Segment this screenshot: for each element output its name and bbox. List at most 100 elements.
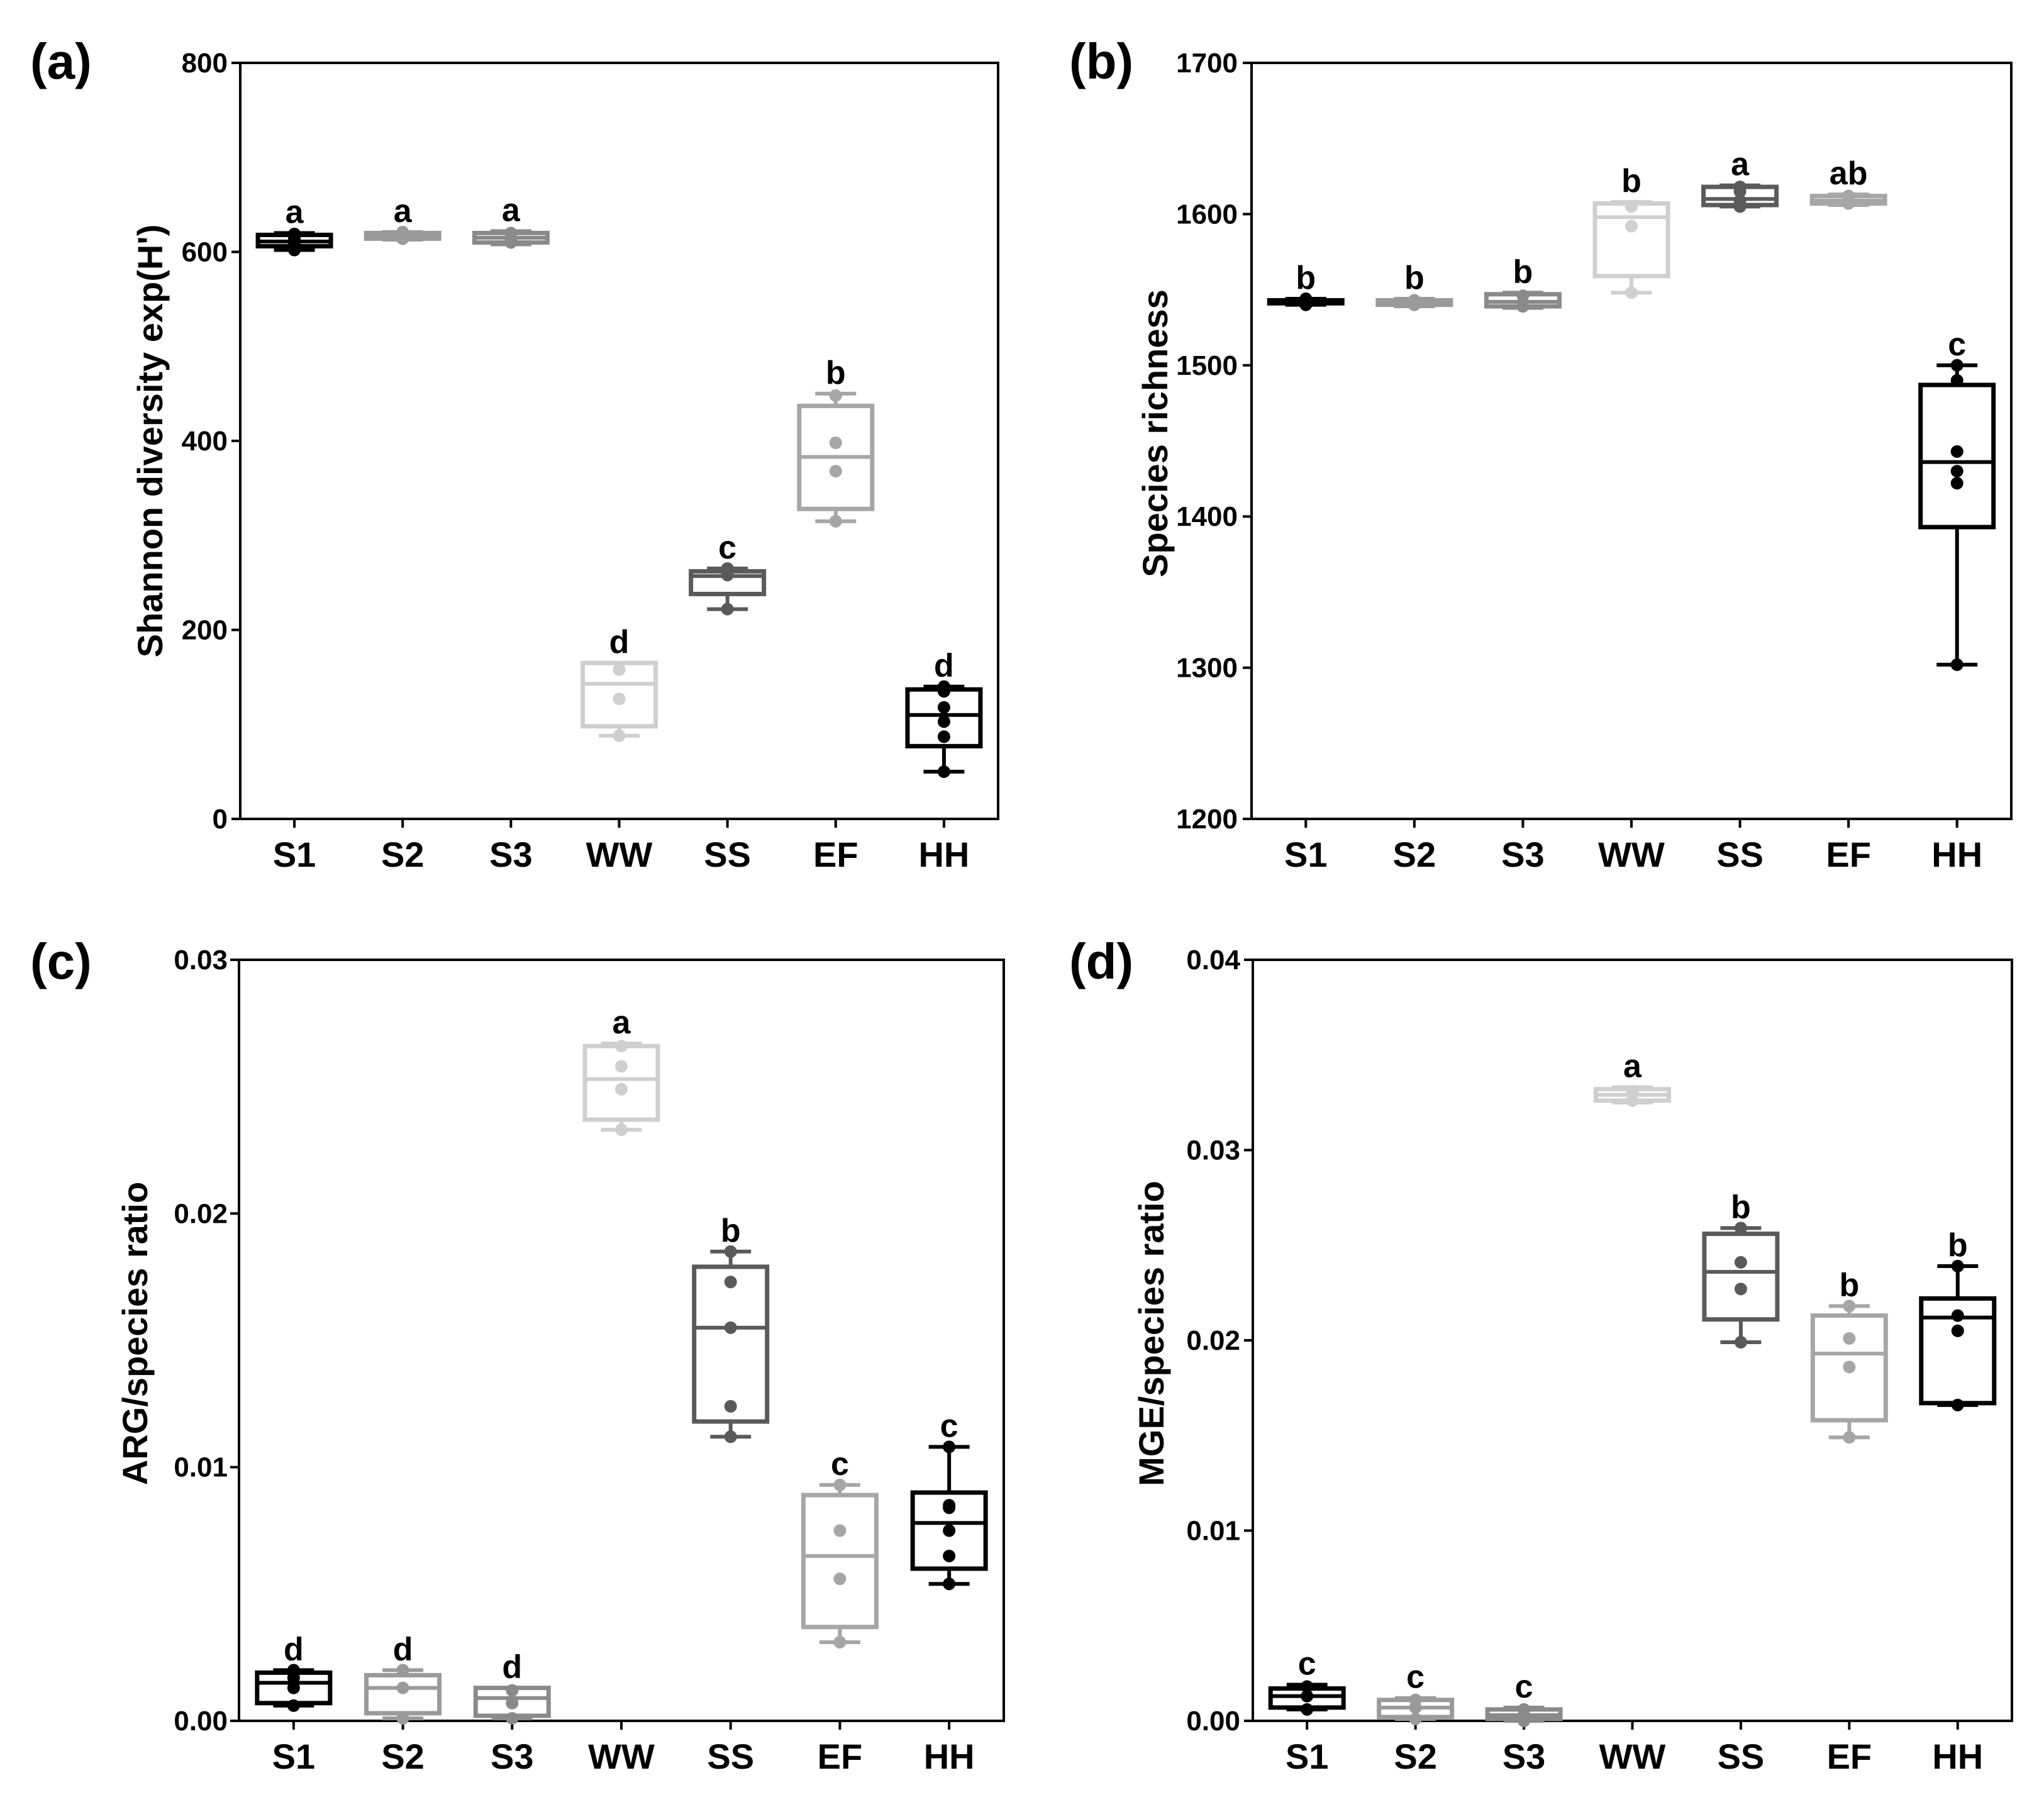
significance-label: d <box>502 1649 522 1686</box>
box-s1: c <box>1268 1646 1346 1716</box>
data-point <box>396 1711 409 1725</box>
y-tick-label: 0.01 <box>1186 1516 1240 1547</box>
y-tick-label: 0.00 <box>174 1706 228 1737</box>
data-point <box>1733 181 1747 194</box>
x-tick-label: S3 <box>1502 1737 1546 1776</box>
y-axis-title-b: Species richness <box>1135 289 1175 577</box>
data-point <box>829 389 842 402</box>
significance-label: c <box>1515 1669 1533 1705</box>
boxes-c: d d d a b c c <box>255 1004 988 1725</box>
x-tick-label: S2 <box>381 1737 425 1776</box>
data-point <box>829 437 842 450</box>
data-point <box>1626 1084 1639 1098</box>
panel-label-b: (b) <box>1069 33 1133 89</box>
data-point <box>1950 445 1963 458</box>
data-point <box>396 1681 409 1694</box>
x-tick-label: SS <box>1718 1737 1765 1776</box>
x-tick-label: S3 <box>489 835 533 874</box>
data-point <box>937 680 950 693</box>
significance-label: c <box>1406 1659 1425 1696</box>
significance-label: b <box>1621 163 1641 199</box>
data-point <box>1733 194 1747 207</box>
x-tick-label: S2 <box>381 835 425 874</box>
x-tick-label: S3 <box>491 1737 534 1776</box>
box-ef: c <box>801 1446 879 1649</box>
data-point <box>1625 286 1638 299</box>
x-tick-label: S1 <box>273 835 316 874</box>
data-point <box>288 227 301 240</box>
box-ss: b <box>692 1213 770 1443</box>
y-tick-label: 1300 <box>1176 653 1238 684</box>
box-iqr <box>692 1264 770 1424</box>
significance-label: a <box>394 193 413 230</box>
data-point <box>1950 658 1963 671</box>
data-point <box>829 465 842 478</box>
x-tick-label: EF <box>1827 1737 1872 1776</box>
y-tick-label: 0.00 <box>1186 1706 1240 1737</box>
box-s1: d <box>255 1631 333 1712</box>
y-axis-title-c: ARG/species ratio <box>115 1182 155 1485</box>
x-tick-label: HH <box>1932 1737 1983 1776</box>
box-hh: c <box>1918 326 1996 671</box>
box-ss: a <box>1701 147 1779 213</box>
box-iqr <box>1592 201 1670 279</box>
data-point <box>1408 294 1421 307</box>
box-iqr <box>801 1493 879 1630</box>
x-tick-label: EF <box>1826 835 1871 874</box>
significance-label: c <box>831 1446 849 1482</box>
data-point <box>613 663 626 676</box>
significance-label: d <box>393 1631 413 1667</box>
x-tick-label: WW <box>586 835 653 874</box>
x-tick-label: SS <box>704 835 751 874</box>
data-point <box>1299 292 1313 306</box>
data-point <box>1951 1398 1964 1411</box>
x-tick-label: S1 <box>272 1737 316 1776</box>
significance-label: b <box>826 355 846 391</box>
significance-label: c <box>718 530 736 566</box>
significance-label: b <box>1513 253 1533 290</box>
data-point <box>1734 1282 1747 1296</box>
data-point <box>724 1321 737 1334</box>
box-ss: c <box>689 530 767 616</box>
data-point <box>506 1696 519 1710</box>
data-point <box>615 1060 628 1073</box>
box-iqr <box>1702 1232 1780 1322</box>
data-point <box>1950 374 1963 387</box>
panel-label-d: (d) <box>1069 933 1133 989</box>
significance-label: a <box>613 1004 631 1041</box>
data-point <box>937 765 950 778</box>
data-point <box>1951 1260 1964 1273</box>
data-point <box>937 715 950 728</box>
significance-label: c <box>1948 326 1966 363</box>
data-point <box>1842 189 1855 203</box>
box-hh: b <box>1919 1227 1997 1411</box>
y-tick-label: 0.01 <box>174 1452 228 1483</box>
y-tick-label: 1500 <box>1176 350 1238 381</box>
y-tick-label: 0.03 <box>1186 1135 1240 1166</box>
x-ticks-b: S1 S2 S3 WW SS EF HH <box>1284 819 1982 874</box>
x-tick-label: WW <box>588 1737 655 1776</box>
data-point <box>724 1399 737 1413</box>
data-point <box>724 1276 737 1289</box>
data-point <box>833 1524 847 1537</box>
box-s3: d <box>473 1649 551 1725</box>
data-point <box>287 1699 300 1712</box>
y-tick-label: 0.02 <box>1186 1325 1240 1356</box>
box-s1: b <box>1267 260 1345 311</box>
data-point <box>287 1664 300 1677</box>
x-tick-label: S1 <box>1284 835 1328 874</box>
y-tick-label: 1200 <box>1176 804 1238 835</box>
y-tick-label: 800 <box>182 48 228 79</box>
x-tick-label: EF <box>818 1737 863 1776</box>
data-point <box>724 1245 737 1258</box>
y-ticks-a: 0 200 400 600 800 <box>182 48 240 835</box>
x-tick-label: S2 <box>1393 835 1436 874</box>
data-point <box>943 1499 956 1512</box>
data-point <box>1625 200 1638 213</box>
x-tick-label: S2 <box>1394 1737 1437 1776</box>
box-iqr <box>364 1672 442 1716</box>
data-point <box>506 1711 519 1725</box>
data-point <box>1516 289 1530 303</box>
y-tick-label: 0.04 <box>1186 945 1240 976</box>
data-point <box>615 1082 628 1096</box>
